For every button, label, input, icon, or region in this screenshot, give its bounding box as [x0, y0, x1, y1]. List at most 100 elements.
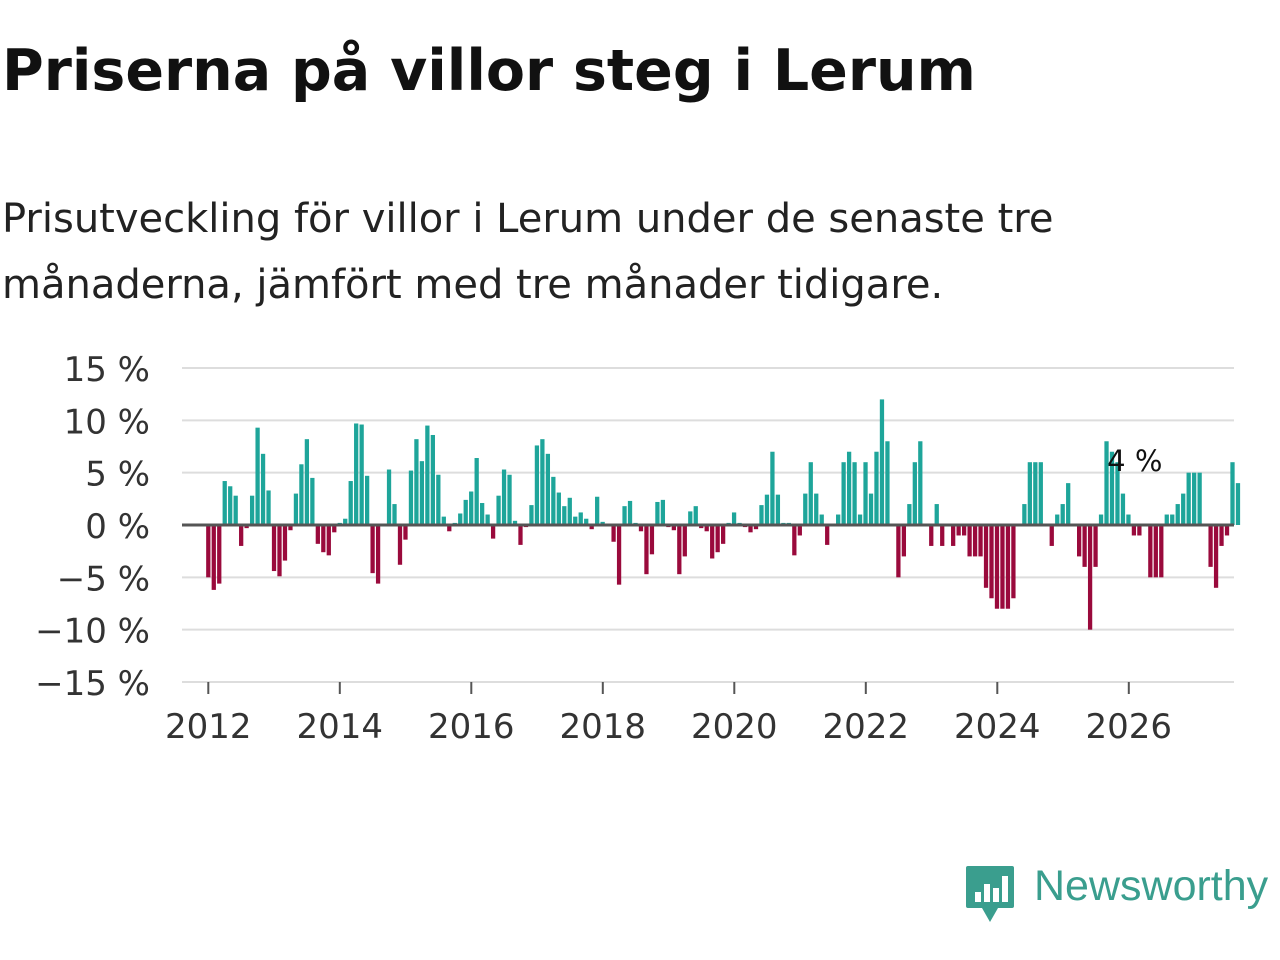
bar — [211, 525, 216, 590]
bar — [748, 525, 753, 533]
bar — [600, 521, 605, 525]
bar — [277, 525, 282, 577]
bar — [392, 504, 397, 525]
bar — [414, 439, 419, 525]
bar — [1126, 514, 1131, 525]
bar — [321, 525, 326, 553]
bar — [627, 500, 633, 525]
bar — [688, 511, 693, 525]
bar — [1213, 525, 1219, 588]
bar — [1087, 525, 1093, 630]
bar — [397, 525, 403, 565]
bar — [759, 505, 764, 525]
bar — [595, 496, 600, 525]
bar — [474, 458, 479, 525]
bar — [961, 525, 967, 536]
bar — [704, 525, 709, 532]
bar — [249, 495, 255, 525]
x-tick-label: 2014 — [297, 707, 384, 747]
bar — [797, 525, 802, 536]
bar — [403, 525, 408, 540]
x-tick-label: 2020 — [691, 707, 778, 747]
bar — [419, 461, 425, 525]
bar — [1104, 441, 1109, 525]
bar — [1082, 525, 1087, 567]
bar — [841, 462, 846, 525]
bar — [501, 469, 507, 525]
newsworthy-logo-icon — [966, 866, 1014, 922]
y-tick-label: 15 % — [64, 350, 150, 390]
bar — [512, 520, 518, 525]
bar — [896, 525, 901, 578]
bar — [1109, 451, 1115, 525]
bar — [808, 462, 813, 525]
bar — [244, 525, 249, 529]
bar — [1131, 525, 1137, 536]
annotations: 4 % — [1107, 444, 1162, 478]
bar — [1027, 462, 1032, 525]
bar — [540, 439, 545, 525]
x-axis-tick-labels: 2012 2014 2016 2018 2020 2022 2024 2026 — [165, 707, 1172, 747]
bar — [671, 525, 676, 531]
bar — [458, 513, 463, 525]
bar — [770, 451, 775, 525]
bar — [288, 525, 293, 531]
bar — [359, 424, 364, 525]
bar — [365, 475, 370, 525]
y-tick-label: 5 % — [85, 455, 150, 495]
bar — [375, 525, 381, 584]
bar — [951, 525, 956, 546]
bar — [929, 525, 934, 546]
bar — [846, 451, 852, 525]
bar — [852, 462, 857, 525]
bar — [266, 490, 271, 525]
y-axis-tick-labels: 15 % 10 % 5 % 0 % −5 % −10 % −15 % — [35, 350, 150, 704]
bar — [578, 512, 583, 525]
bar — [1181, 493, 1186, 525]
bar — [206, 525, 211, 578]
y-tick-label: −15 % — [35, 664, 150, 704]
bar — [1077, 525, 1082, 557]
bar — [315, 525, 320, 544]
bar — [271, 525, 277, 572]
bar — [1186, 472, 1191, 525]
bar — [228, 486, 233, 525]
x-tick-label: 2018 — [560, 707, 647, 747]
last-value-label: 4 % — [1107, 444, 1162, 478]
bar — [1000, 525, 1005, 609]
bar — [348, 481, 353, 525]
bar — [480, 503, 485, 525]
bar — [699, 525, 704, 529]
bar — [370, 525, 375, 574]
bar — [299, 464, 304, 525]
bar — [918, 441, 923, 525]
bar — [616, 525, 622, 585]
bar — [1055, 514, 1060, 525]
bar — [836, 514, 841, 525]
x-tick-label: 2012 — [165, 707, 252, 747]
bar — [967, 525, 972, 557]
bar — [1235, 483, 1241, 525]
bar — [940, 525, 945, 546]
bar — [556, 492, 561, 525]
bar — [304, 439, 310, 525]
bar — [1098, 514, 1104, 525]
bar — [677, 525, 682, 575]
bar — [715, 525, 720, 553]
bar — [310, 477, 315, 525]
bar — [293, 493, 299, 525]
bar — [332, 525, 337, 533]
bar — [753, 525, 759, 530]
bar — [573, 516, 578, 525]
bar — [863, 462, 868, 525]
bar — [1060, 504, 1065, 525]
bar — [1049, 525, 1054, 546]
bar — [1164, 514, 1169, 525]
bar — [436, 474, 441, 525]
bar — [217, 525, 222, 584]
bar — [611, 525, 616, 542]
bar — [282, 525, 288, 561]
bar — [529, 505, 534, 525]
y-tick-label: 0 % — [85, 507, 150, 547]
